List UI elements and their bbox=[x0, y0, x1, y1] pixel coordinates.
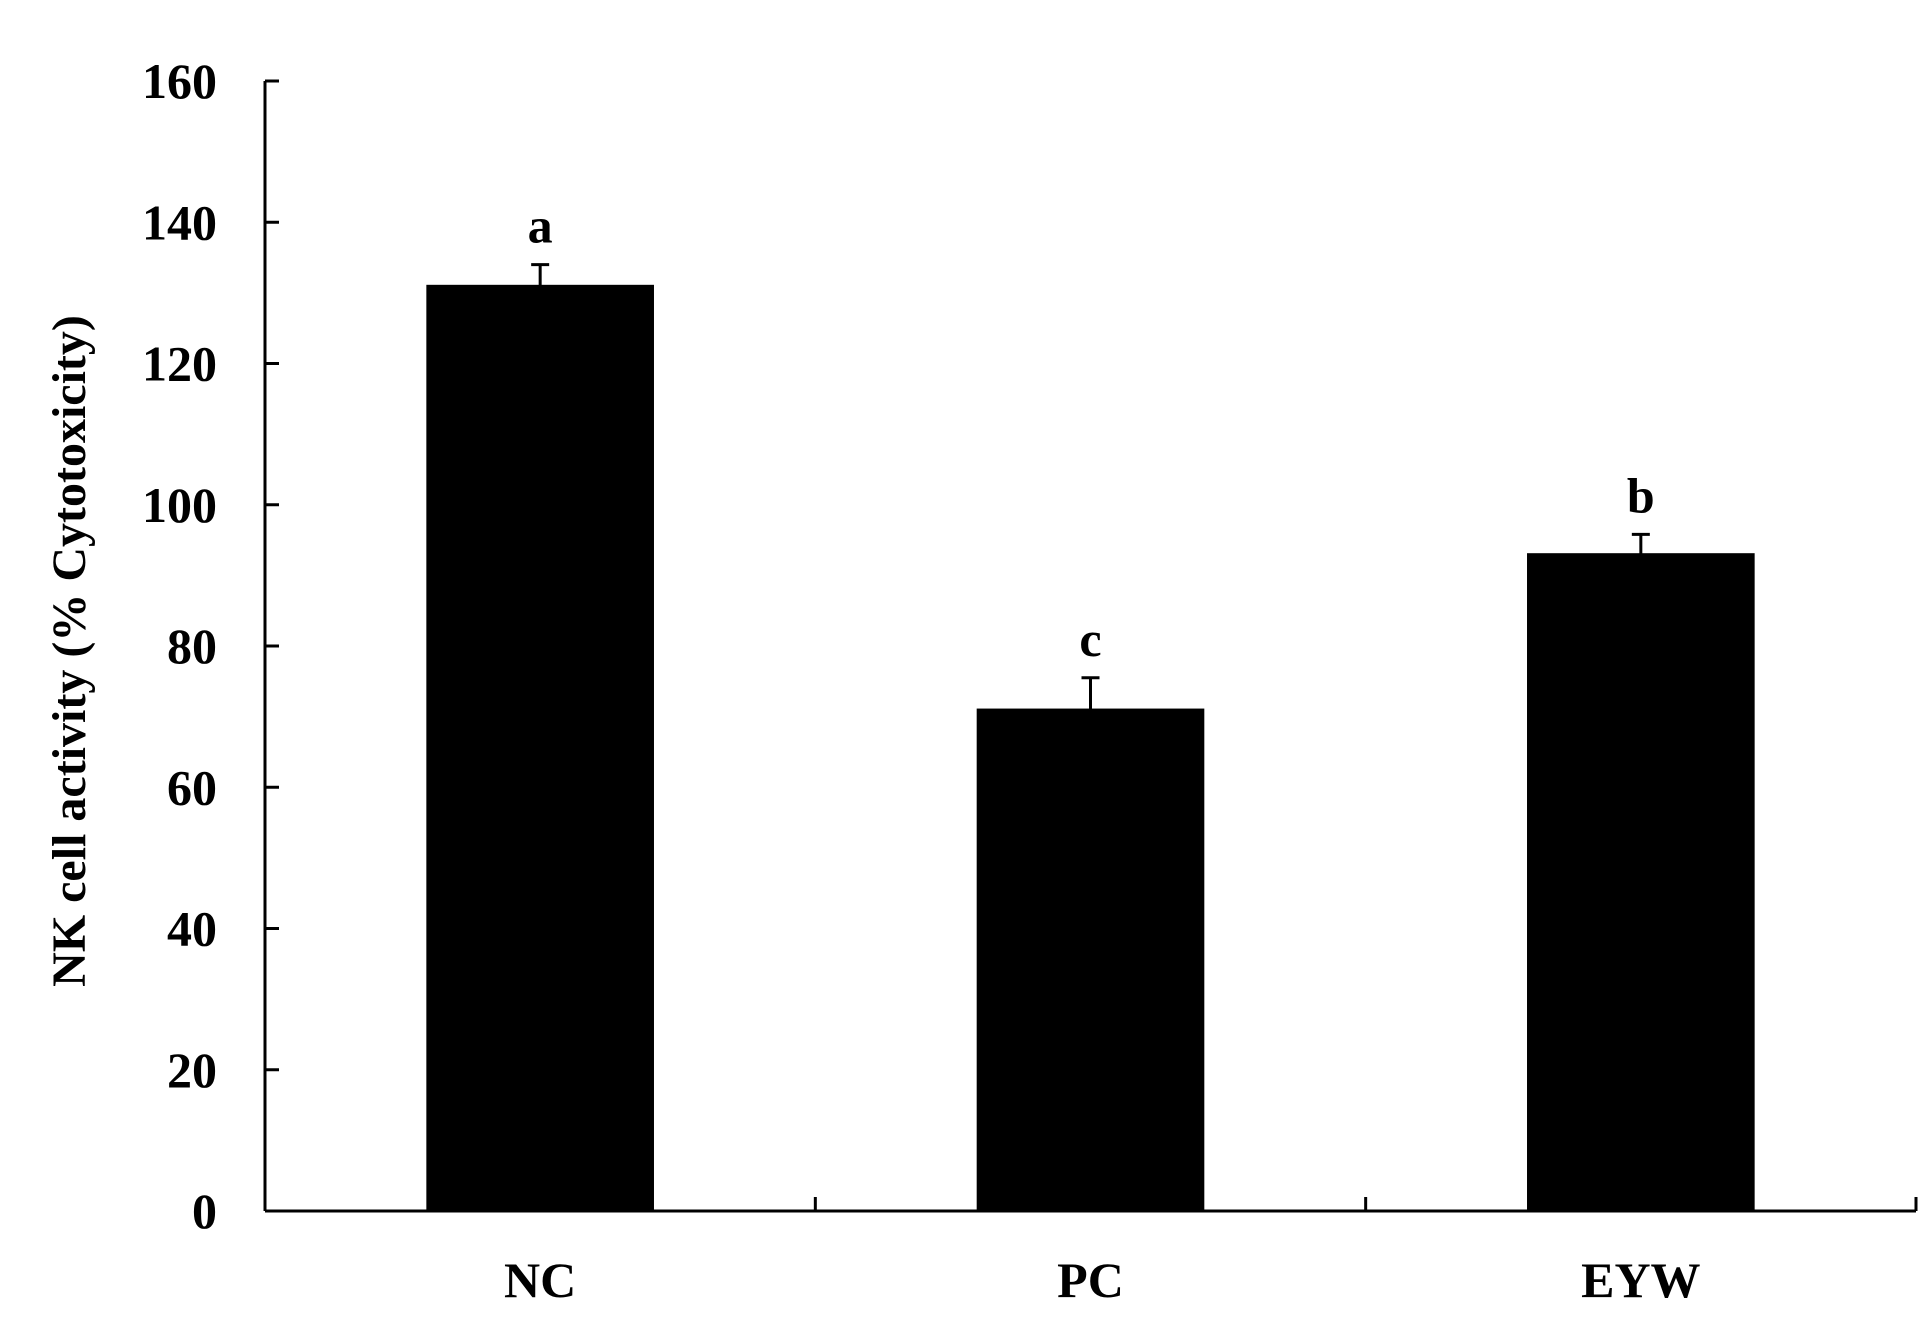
x-tick-label: PC bbox=[1057, 1252, 1124, 1308]
y-tick-label: 60 bbox=[167, 759, 217, 815]
y-tick-label: 0 bbox=[192, 1183, 217, 1239]
y-tick-label: 140 bbox=[142, 194, 217, 250]
x-tick-label: NC bbox=[504, 1252, 576, 1308]
x-tick-labels: NC PC EYW bbox=[504, 1252, 1701, 1308]
y-tick-label: 20 bbox=[167, 1042, 217, 1098]
y-tick-label: 120 bbox=[142, 336, 217, 392]
y-tick-label: 100 bbox=[142, 477, 217, 533]
bars: a c b bbox=[426, 198, 1755, 1212]
y-tick-label: 160 bbox=[142, 53, 217, 109]
x-tick-label: EYW bbox=[1581, 1252, 1700, 1308]
bar-nc bbox=[426, 284, 654, 1212]
y-tick-label: 40 bbox=[167, 901, 217, 957]
y-tick-label: 80 bbox=[167, 618, 217, 674]
y-ticks: 0 20 40 60 80 100 120 140 160 bbox=[142, 53, 279, 1239]
bar-eyw bbox=[1527, 553, 1755, 1212]
significance-label: a bbox=[528, 198, 553, 254]
significance-label: c bbox=[1079, 611, 1101, 667]
significance-label: b bbox=[1627, 467, 1655, 523]
bar-pc bbox=[976, 708, 1205, 1212]
y-axis-label: NK cell activity (% Cytotoxicity) bbox=[43, 315, 96, 987]
